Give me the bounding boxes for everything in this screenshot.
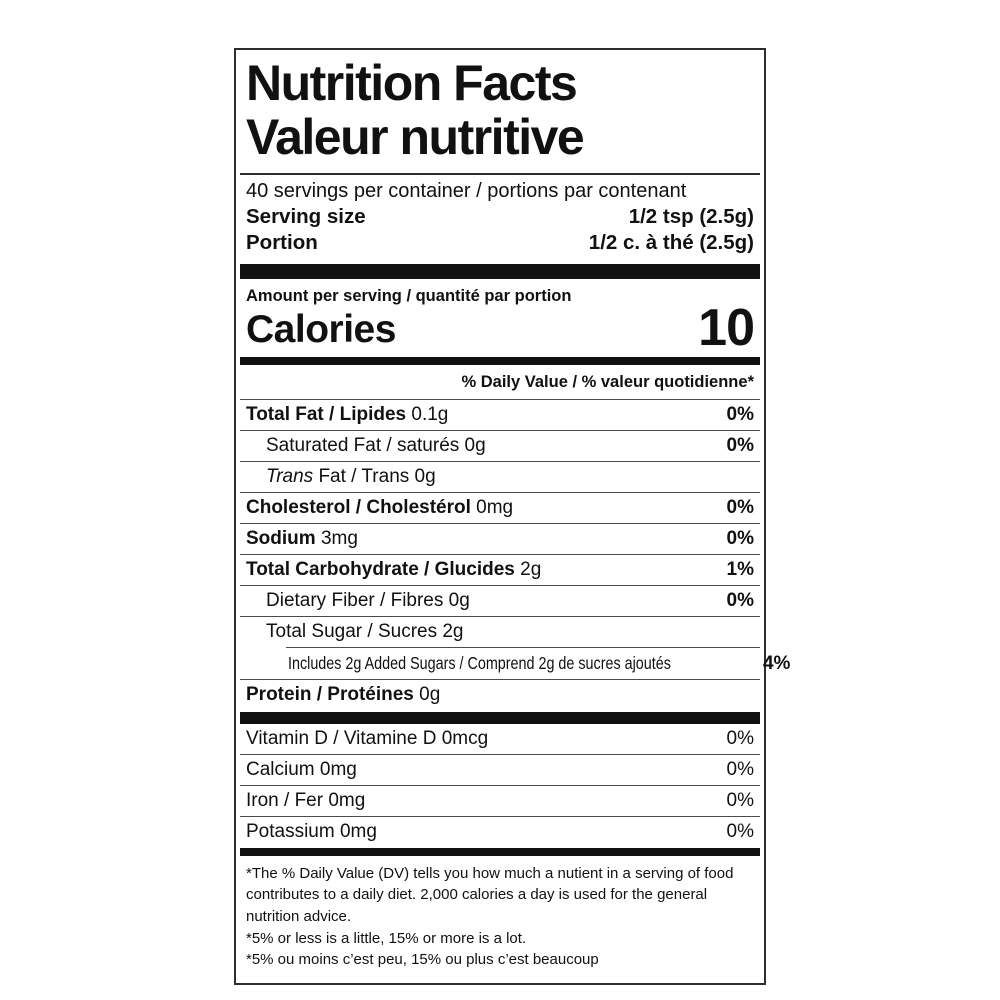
- row-divider: [240, 678, 760, 680]
- footnote-section: *The % Daily Value (DV) tells you how mu…: [236, 856, 764, 971]
- row-divider: [240, 784, 760, 786]
- daily-value-percent: 1%: [726, 558, 754, 580]
- calories-value: 10: [698, 299, 755, 357]
- bar-above-footnote: [240, 847, 760, 856]
- row-divider: [240, 615, 760, 617]
- nutrient-row: Total Carbohydrate / Glucides 2g 1%: [236, 555, 764, 585]
- vitamin-rows: Vitamin D / Vitamine D 0mcg 0% Calcium 0mg…: [236, 724, 764, 847]
- footnote-line: *The % Daily Value (DV) tells you how mu…: [246, 864, 734, 925]
- title-french: Valeur nutritive: [246, 109, 585, 165]
- servings-per-container: 40 servings per container / portions par…: [246, 180, 687, 202]
- nutrient-name: Potassium 0mg: [246, 820, 377, 842]
- nutrient-row: Dietary Fiber / Fibres 0g 0%: [236, 586, 764, 616]
- nutrient-row: Total Sugar / Sucres 2g: [236, 617, 764, 647]
- vitamin-row: Calcium 0mg 0%: [236, 755, 764, 785]
- calories-row: Calories 10: [236, 299, 764, 357]
- row-divider: [240, 553, 760, 555]
- portion-row: Portion 1/2 c. à thé (2.5g): [236, 229, 764, 255]
- thick-bar-serving: [240, 264, 760, 279]
- daily-value-percent: 0%: [726, 403, 754, 425]
- bar-below-calories: [240, 356, 760, 365]
- nutrient-name: Includes 2g Added Sugars / Comprend 2g d…: [288, 652, 671, 673]
- nutrient-row: Total Fat / Lipides 0.1g 0%: [236, 400, 764, 430]
- daily-value-percent: 0%: [726, 527, 754, 549]
- nutrient-row: Trans Fat / Trans 0g: [236, 462, 764, 492]
- row-divider: [240, 429, 760, 431]
- vitamin-row: Iron / Fer 0mg 0%: [236, 786, 764, 816]
- portion-label: Portion: [246, 231, 318, 254]
- calories-label: Calories: [246, 307, 396, 351]
- row-divider: [240, 398, 760, 400]
- nutrient-row: Sodium 3mg 0%: [236, 524, 764, 554]
- vitamin-row: Potassium 0mg 0%: [236, 817, 764, 847]
- amount-per-serving: Amount per serving / quantité par portio…: [246, 287, 572, 305]
- nutrient-name: Saturated Fat / saturés 0g: [266, 434, 486, 456]
- nutrient-row: Saturated Fat / saturés 0g 0%: [236, 431, 764, 461]
- nutrient-name: Protein / Protéines 0g: [246, 683, 441, 705]
- vitamin-row: Vitamin D / Vitamine D 0mcg 0%: [236, 724, 764, 754]
- daily-value-percent: 0%: [726, 434, 754, 456]
- nutrition-facts-label: Nutrition Facts Valeur nutritive 40 serv…: [234, 48, 790, 985]
- daily-value-percent: 4%: [762, 652, 791, 674]
- thick-bar-protein: [240, 711, 760, 724]
- row-divider: [240, 815, 760, 817]
- serving-size-value: 1/2 tsp (2.5g): [628, 205, 754, 228]
- nutrient-rows: Total Fat / Lipides 0.1g 0% Saturated Fat …: [236, 398, 790, 710]
- title-divider: [240, 173, 760, 175]
- daily-value-percent: 0%: [726, 496, 754, 518]
- nutrient-name: Cholesterol / Cholestérol 0mg: [246, 496, 514, 518]
- nutrient-row: Includes 2g Added Sugars / Comprend 2g d…: [236, 648, 790, 679]
- nutrient-name: Total Carbohydrate / Glucides 2g: [246, 558, 542, 580]
- daily-value-header: % Daily Value / % valeur quotidienne*: [461, 372, 754, 391]
- row-divider: [240, 460, 760, 462]
- daily-value-percent: 0%: [726, 789, 754, 811]
- daily-value-percent: 0%: [726, 727, 754, 749]
- nutrient-name: Sodium 3mg: [246, 527, 358, 549]
- footnote-line: *5% ou moins c’est peu, 15% ou plus c’es…: [246, 951, 599, 969]
- nutrient-name: Total Fat / Lipides 0.1g: [246, 403, 449, 425]
- daily-value-percent: 0%: [726, 820, 754, 842]
- nutrient-name: Dietary Fiber / Fibres 0g: [266, 589, 470, 611]
- daily-value-percent: 0%: [726, 758, 754, 780]
- footnote-line: *5% or less is a little, 15% or more is …: [246, 929, 527, 947]
- nutrient-name: Total Sugar / Sucres 2g: [266, 620, 464, 642]
- nutrient-name: Vitamin D / Vitamine D 0mcg: [246, 727, 489, 749]
- nutrient-name: Trans Fat / Trans 0g: [266, 465, 436, 487]
- nutrient-row: Protein / Protéines 0g: [236, 680, 764, 710]
- row-divider: [286, 646, 760, 648]
- nutrient-name: Calcium 0mg: [246, 758, 357, 780]
- daily-value-percent: 0%: [726, 589, 754, 611]
- nutrient-name: Iron / Fer 0mg: [246, 789, 366, 811]
- row-divider: [240, 753, 760, 755]
- serving-size-label: Serving size: [246, 205, 366, 228]
- nutrient-row: Cholesterol / Cholestérol 0mg 0%: [236, 493, 764, 523]
- row-divider: [240, 584, 760, 586]
- portion-value: 1/2 c. à thé (2.5g): [588, 231, 754, 254]
- row-divider: [240, 491, 760, 493]
- row-divider: [240, 522, 760, 524]
- serving-size-row: Serving size 1/2 tsp (2.5g): [236, 203, 764, 229]
- title-english: Nutrition Facts: [246, 55, 578, 111]
